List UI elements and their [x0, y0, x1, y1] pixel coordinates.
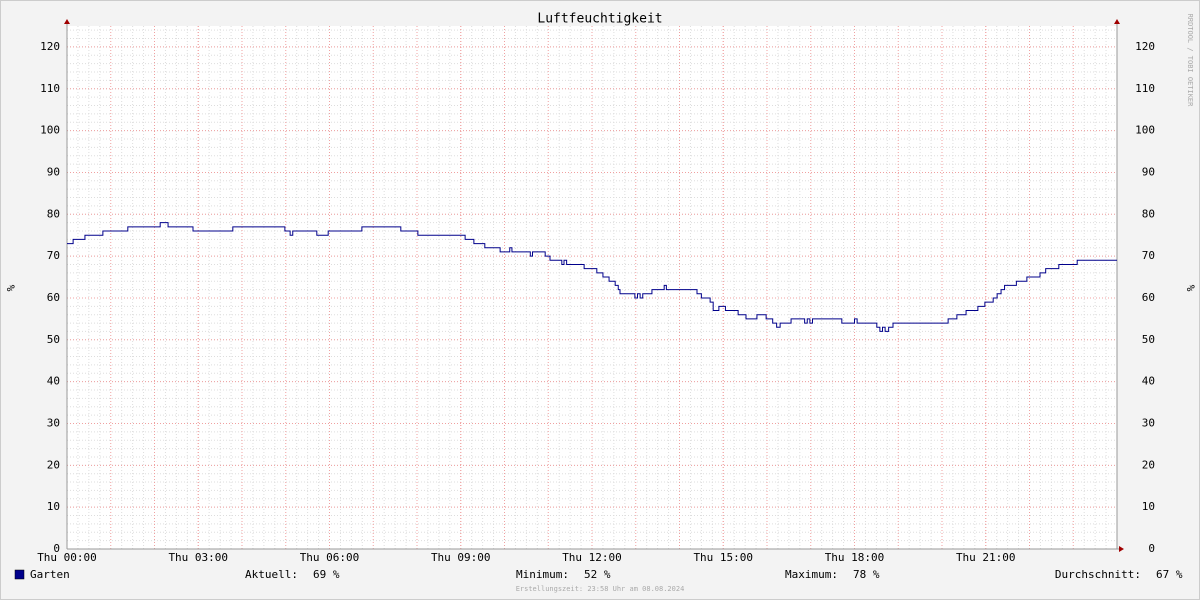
y-axis-label-right: %	[1184, 285, 1197, 292]
footer: Erstellungszeit: 23:58 Uhr am 08.08.2024	[516, 585, 685, 593]
y-tick-label-right: 10	[1142, 500, 1155, 513]
y-tick-label-right: 70	[1142, 249, 1155, 262]
data-line	[67, 222, 1117, 332]
y-tick-label: 70	[47, 249, 60, 262]
axis-arrow	[1119, 546, 1124, 552]
y-tick-label-right: 50	[1142, 333, 1155, 346]
x-tick-label: Thu 03:00	[168, 551, 228, 564]
y-tick-label-right: 100	[1135, 124, 1155, 137]
y-tick-label: 120	[40, 40, 60, 53]
stat-value: 78 %	[853, 568, 880, 581]
y-tick-label: 60	[47, 291, 60, 304]
y-tick-label-right: 110	[1135, 82, 1155, 95]
stat-label: Aktuell:	[245, 568, 298, 581]
y-tick-label: 20	[47, 458, 60, 471]
y-tick-label: 100	[40, 124, 60, 137]
y-tick-label-right: 0	[1148, 542, 1155, 555]
x-tick-label: Thu 12:00	[562, 551, 622, 564]
y-tick-label-right: 60	[1142, 291, 1155, 304]
axis-arrow	[1114, 19, 1120, 24]
y-tick-label: 0	[53, 542, 60, 555]
stat-label: Durchschnitt:	[1055, 568, 1141, 581]
legend-swatch	[14, 569, 25, 580]
y-tick-label-right: 40	[1142, 375, 1155, 388]
x-tick-label: Thu 00:00	[37, 551, 97, 564]
y-tick-label: 10	[47, 500, 60, 513]
y-tick-label-right: 20	[1142, 458, 1155, 471]
stat-value: 52 %	[584, 568, 611, 581]
x-tick-label: Thu 18:00	[825, 551, 885, 564]
stat-value: 67 %	[1156, 568, 1183, 581]
x-tick-label: Thu 15:00	[693, 551, 753, 564]
y-tick-label: 40	[47, 375, 60, 388]
y-tick-label: 110	[40, 82, 60, 95]
axis-arrow	[64, 19, 70, 24]
stat-label: Minimum:	[516, 568, 569, 581]
stat-value: 69 %	[313, 568, 340, 581]
watermark: RRDTOOL / TOBI OETIKER	[1186, 14, 1194, 108]
y-tick-label-right: 80	[1142, 207, 1155, 220]
stat-label: Maximum:	[785, 568, 838, 581]
y-tick-label: 90	[47, 165, 60, 178]
y-tick-label: 80	[47, 207, 60, 220]
y-tick-label-right: 120	[1135, 40, 1155, 53]
x-tick-label: Thu 06:00	[300, 551, 360, 564]
y-tick-label: 50	[47, 333, 60, 346]
y-tick-label-right: 90	[1142, 165, 1155, 178]
legend-label: Garten	[30, 568, 70, 581]
y-tick-label-right: 30	[1142, 416, 1155, 429]
y-axis-label: %	[4, 285, 17, 292]
x-tick-label: Thu 21:00	[956, 551, 1016, 564]
y-tick-label: 30	[47, 416, 60, 429]
x-tick-label: Thu 09:00	[431, 551, 491, 564]
chart-title: Luftfeuchtigkeit	[537, 12, 662, 27]
